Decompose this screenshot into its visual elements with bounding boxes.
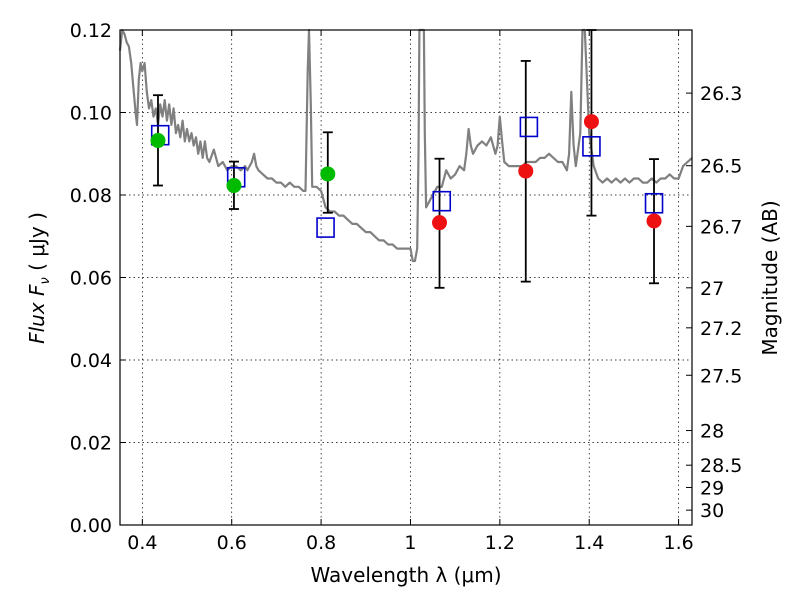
- model-spectrum-line: [118, 28, 693, 263]
- observed-flux-point: [432, 215, 448, 231]
- right-tick-label: 27.5: [700, 365, 742, 387]
- y-tick-label: 0.00: [70, 515, 112, 537]
- right-tick-label: 27: [700, 278, 724, 300]
- observed-flux-point: [518, 163, 534, 179]
- axis-ticks: 0.4 0.6 0.8 1 1.2 1.4 1.6 0.00 0.02 0.04 0.06 0.08 0…: [70, 20, 743, 554]
- y-tick-label: 0.02: [70, 433, 112, 455]
- x-tick-label: 0.6: [217, 532, 247, 554]
- model-band-flux-square: [644, 192, 664, 214]
- right-tick-label: 28.5: [700, 455, 742, 477]
- model-band-flux-square: [432, 190, 452, 212]
- x-axis-title: Wavelength λ (μm): [310, 563, 501, 587]
- observed-flux-point: [226, 178, 242, 194]
- right-tick-label: 26.3: [700, 83, 742, 105]
- y-axis-title-main: Flux F: [25, 284, 49, 344]
- x-tick-label: 1.4: [574, 532, 604, 554]
- x-tick-label: 1.2: [485, 532, 515, 554]
- x-tick-label: 1: [404, 532, 416, 554]
- observed-flux-point: [320, 166, 336, 182]
- model-band-flux-square: [316, 217, 335, 238]
- model-band-flux-square: [519, 116, 539, 138]
- right-tick-label: 29: [700, 477, 724, 499]
- observed-flux-point: [150, 133, 166, 149]
- model-squares-layer: [150, 116, 664, 238]
- y-axis-title-unit: ( μJy ): [25, 212, 49, 277]
- right-tick-label: 26.5: [700, 156, 742, 178]
- y-tick-label: 0.08: [70, 185, 112, 207]
- right-tick-label: 27.2: [700, 318, 742, 340]
- spectrum-layer: [118, 28, 693, 263]
- x-tick-label: 1.6: [663, 532, 693, 554]
- observed-flux-point: [583, 114, 599, 130]
- y-tick-label: 0.04: [70, 350, 112, 372]
- right-tick-label: 28: [700, 421, 724, 443]
- y-tick-label: 0.10: [70, 103, 112, 125]
- y-tick-label: 0.12: [70, 20, 112, 42]
- photometry-points-layer: [150, 114, 662, 231]
- observed-flux-point: [646, 213, 662, 229]
- model-band-flux-square: [582, 136, 601, 157]
- right-tick-label: 30: [700, 500, 724, 522]
- x-tick-label: 0.4: [127, 532, 157, 554]
- right-tick-label: 26.7: [700, 216, 742, 238]
- right-axis-title: Magnitude (AB): [758, 200, 782, 355]
- y-axis-title-subscript: ν: [38, 277, 53, 284]
- y-axis-title: Flux Fν ( μJy ): [25, 212, 53, 344]
- x-tick-label: 0.8: [306, 532, 336, 554]
- grid: [120, 30, 692, 525]
- y-tick-label: 0.06: [70, 268, 112, 290]
